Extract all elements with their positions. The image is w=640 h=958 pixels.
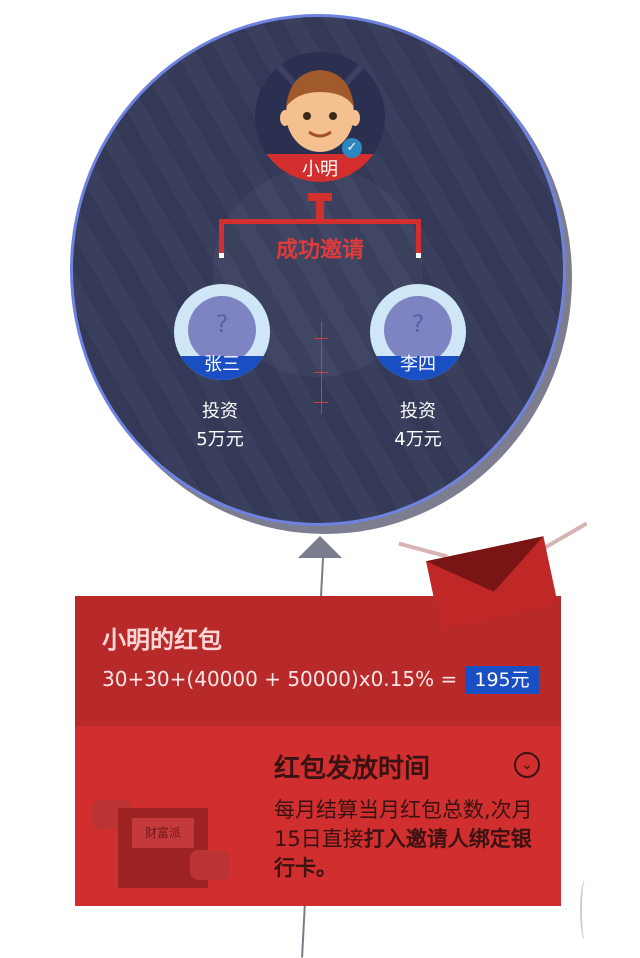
friend-avatar-1 <box>174 284 270 380</box>
connector-left-dot <box>219 253 224 258</box>
divider-tick <box>314 402 328 403</box>
friend-name-band <box>370 356 466 380</box>
unknown-person-icon <box>188 296 256 364</box>
unknown-person-placeholder: ? <box>411 310 425 338</box>
friend-invest-2: 投资 4万元 <box>358 398 478 454</box>
friend-name-band <box>174 356 270 380</box>
envelope-card-label: 财富派 <box>132 818 194 848</box>
connector-right-dot <box>416 253 421 258</box>
connector-left-leg <box>219 219 224 255</box>
chevron-down-icon[interactable]: ⌄ <box>514 752 540 778</box>
friend-name-2: 李四 <box>400 354 436 375</box>
payout-desc-plain: 每月结算当月红包总数,次月15日直接 <box>274 798 533 851</box>
center-divider <box>321 322 322 414</box>
deco-curve <box>580 880 590 940</box>
friend-name-1: 张三 <box>204 354 240 375</box>
bonus-title: 小明的红包 <box>102 626 222 654</box>
balloon-knot <box>298 536 342 558</box>
invest-label: 投资 <box>400 401 436 422</box>
unknown-person-icon <box>384 296 452 364</box>
payout-title: 红包发放时间 <box>274 754 431 784</box>
deco-stick <box>398 541 448 559</box>
hand-right-icon <box>190 850 230 880</box>
connector-bar <box>219 219 421 224</box>
invest-amount: 4万元 <box>394 429 442 450</box>
bonus-amount-badge: 195元 <box>465 666 539 694</box>
connector-right-leg <box>416 219 421 255</box>
bonus-formula: 30+30+(40000 + 50000)x0.15% = <box>102 667 458 691</box>
invest-label: 投资 <box>202 401 238 422</box>
verified-check-icon: ✓ <box>342 138 362 158</box>
referrer-avatar <box>255 52 385 182</box>
divider-tick <box>314 372 328 373</box>
payout-description: 每月结算当月红包总数,次月15日直接打入邀请人绑定银行卡。 <box>274 796 544 883</box>
unknown-person-placeholder: ? <box>215 310 229 338</box>
friend-avatar-2 <box>370 284 466 380</box>
divider-tick <box>314 338 328 339</box>
referrer-name: 小明 <box>302 159 338 180</box>
deco-stick <box>542 521 588 551</box>
referrer-name-band <box>255 154 385 182</box>
payout-desc-bold: 打入邀请人绑定银行卡。 <box>274 827 532 880</box>
invest-amount: 5万元 <box>196 429 244 450</box>
connector-stem <box>316 193 324 221</box>
success-invite-label: 成功邀请 <box>275 238 364 263</box>
friend-invest-1: 投资 5万元 <box>160 398 280 454</box>
